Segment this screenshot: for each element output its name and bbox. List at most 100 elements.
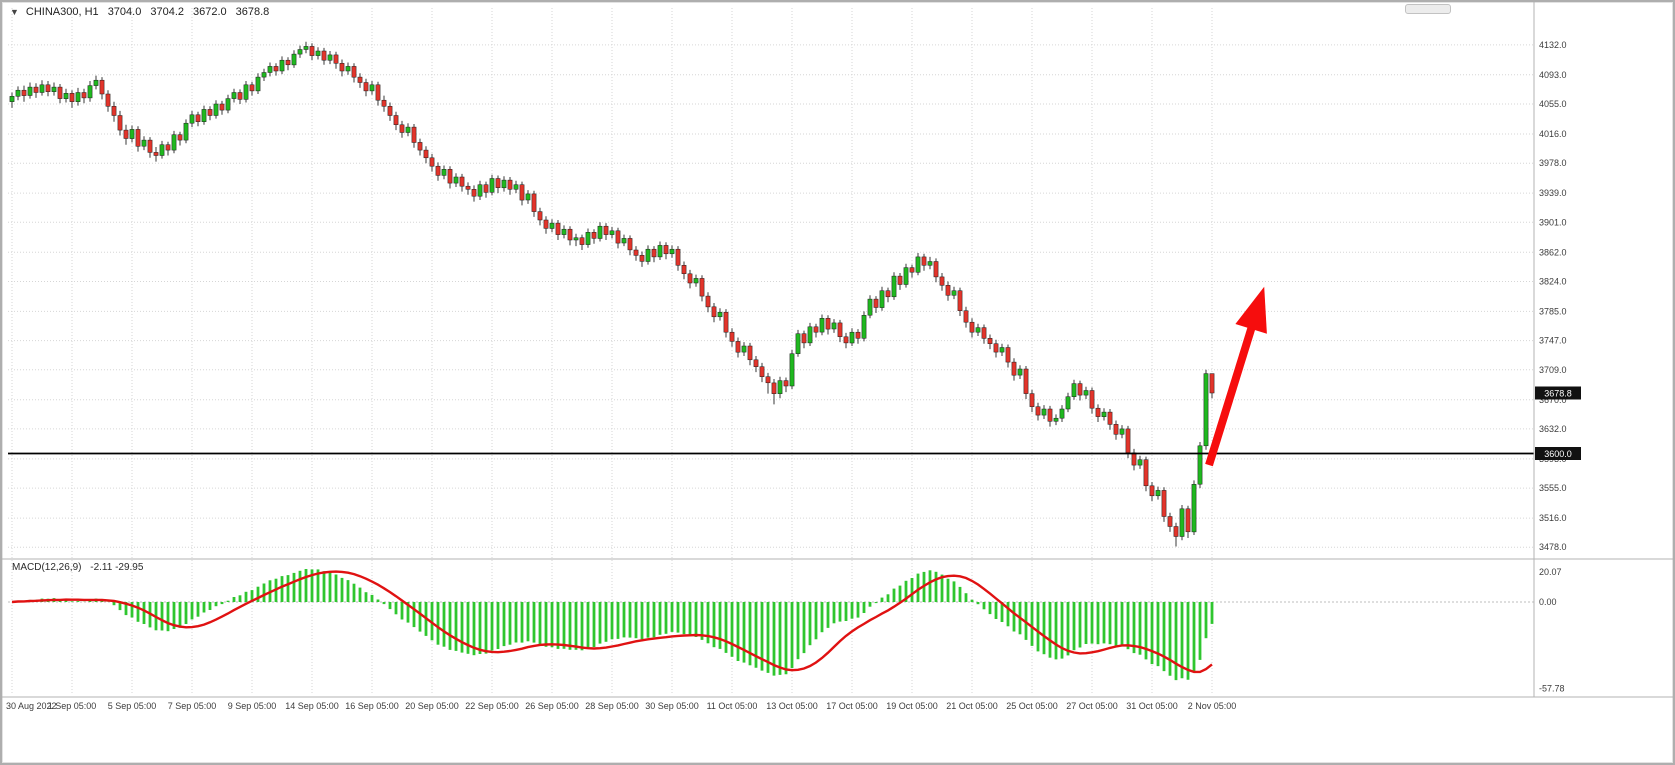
candle — [615, 230, 621, 244]
candlestick-series — [9, 41, 1215, 547]
candle — [225, 98, 231, 111]
time-tick-label: 30 Sep 05:00 — [645, 701, 699, 711]
candle — [735, 341, 741, 353]
candle — [9, 96, 15, 102]
candle — [687, 273, 693, 284]
candle — [153, 152, 159, 156]
candle — [1023, 368, 1029, 394]
price-tick-label: 3709.0 — [1539, 365, 1567, 375]
scrollbar-thumb[interactable] — [1405, 4, 1451, 14]
candle — [525, 193, 531, 201]
chart-title: ▼ CHINA300, H1 3704.0 3704.2 3672.0 3678… — [10, 6, 269, 18]
candle — [585, 232, 591, 245]
candle — [531, 193, 537, 212]
candle — [429, 157, 435, 167]
candle — [1107, 411, 1113, 425]
candle — [147, 139, 153, 153]
candle — [939, 276, 945, 286]
candle — [417, 142, 423, 151]
candle — [141, 139, 147, 147]
candle — [75, 92, 81, 102]
candle — [849, 331, 855, 344]
candle — [1167, 516, 1173, 527]
candle — [309, 46, 315, 56]
candle — [945, 285, 951, 296]
candle — [1017, 368, 1023, 376]
indicator-values-label: -2.11 -29.95 — [90, 562, 144, 573]
candle — [729, 331, 735, 342]
candle — [63, 93, 69, 99]
candle — [765, 376, 771, 384]
candle — [1197, 445, 1203, 485]
candle — [1161, 490, 1167, 517]
candle — [777, 380, 783, 394]
candle — [843, 336, 849, 344]
candle — [987, 338, 993, 344]
candle — [183, 122, 189, 141]
candle — [591, 232, 597, 239]
candle — [1137, 459, 1143, 466]
time-tick-label: 13 Oct 05:00 — [766, 701, 818, 711]
candle — [603, 225, 609, 235]
candle — [513, 184, 519, 190]
candle — [177, 134, 183, 141]
candle — [675, 248, 681, 266]
candle — [441, 169, 447, 176]
candle — [159, 144, 165, 156]
candle — [627, 238, 633, 251]
candle — [45, 84, 51, 92]
candle — [267, 66, 273, 73]
time-tick-label: 16 Sep 05:00 — [345, 701, 399, 711]
candle — [351, 66, 357, 78]
macd-tick-label: 0.00 — [1539, 597, 1557, 607]
time-tick-label: 20 Sep 05:00 — [405, 701, 459, 711]
price-tick-label: 4016.0 — [1539, 129, 1567, 139]
candle — [1047, 408, 1053, 422]
candle — [699, 278, 705, 297]
time-tick-label: 2 Nov 05:00 — [1188, 701, 1237, 711]
candle — [837, 322, 843, 337]
macd-tick-label: -57.78 — [1539, 684, 1565, 694]
candle — [867, 298, 873, 316]
candle — [621, 238, 627, 244]
candle — [369, 84, 375, 92]
candle — [819, 318, 825, 333]
price-tick-label: 3516.0 — [1539, 513, 1567, 523]
candle — [639, 255, 645, 262]
candle — [1029, 393, 1035, 407]
candle — [51, 86, 57, 92]
candle — [489, 178, 495, 193]
candle — [897, 275, 903, 285]
hline-price-badge — [1535, 447, 1581, 460]
candle — [993, 343, 999, 353]
ohlc-low-value: 3672.0 — [193, 6, 227, 18]
candle — [1095, 407, 1101, 417]
candle — [951, 290, 957, 296]
candle — [117, 115, 123, 131]
candle — [1059, 408, 1065, 419]
candle — [927, 261, 933, 266]
candle — [501, 179, 507, 189]
candle — [219, 103, 225, 111]
candle — [273, 66, 279, 72]
candle — [291, 53, 297, 66]
candle — [327, 54, 333, 61]
candle — [207, 109, 213, 116]
candle — [825, 318, 831, 330]
candle — [795, 333, 801, 354]
time-tick-label: 21 Oct 05:00 — [946, 701, 998, 711]
candle — [279, 59, 285, 72]
candle — [93, 79, 99, 86]
gridlines — [8, 8, 1534, 695]
candle — [741, 345, 747, 353]
symbol-dropdown-icon[interactable]: ▼ — [10, 7, 19, 17]
candle — [1083, 390, 1089, 396]
candle — [255, 76, 261, 92]
price-tick-label: 3555.0 — [1539, 483, 1567, 493]
trend-arrow-shaft — [1205, 321, 1257, 467]
candle — [537, 211, 543, 221]
candle — [423, 149, 429, 159]
